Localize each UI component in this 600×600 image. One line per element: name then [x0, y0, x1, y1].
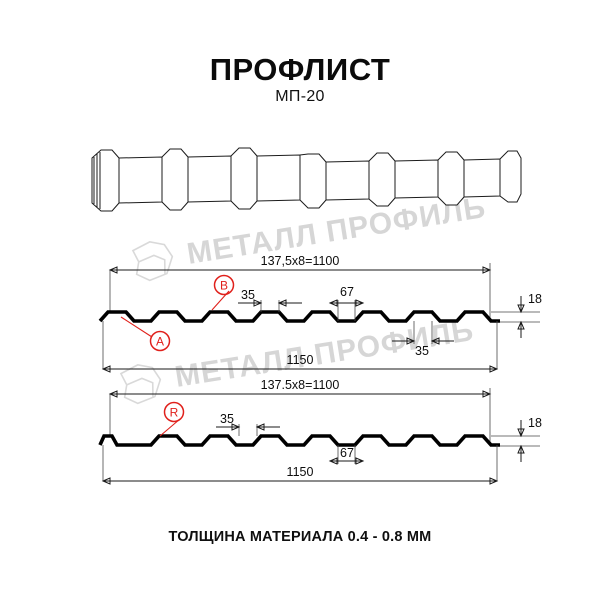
- marker-r-label: R: [170, 406, 179, 420]
- dim-ext: [260, 300, 280, 312]
- dim-rib-bottom-text: 35: [415, 344, 429, 358]
- marker-b-label: B: [220, 279, 228, 293]
- page-title: ПРОФЛИСТ: [209, 52, 391, 87]
- dim-flat-top-text: 67: [340, 285, 354, 299]
- cross-section-top: 137,5x8=1100 18 35: [98, 254, 542, 373]
- dim-arrow: [517, 428, 525, 438]
- persp-flat: [325, 160, 370, 201]
- dim2-flat: 67: [328, 445, 365, 465]
- dim-arrow: [101, 477, 111, 485]
- dim-top-overall-text: 137,5x8=1100: [261, 254, 340, 268]
- marker-a[interactable]: A: [120, 316, 171, 352]
- persp-flat: [118, 156, 163, 204]
- dim-ext: [238, 424, 258, 436]
- dim-rib-top: 35: [238, 288, 302, 312]
- persp-rib: [230, 147, 258, 210]
- dim-height-top: 18: [491, 292, 542, 338]
- marker-r[interactable]: R: [159, 401, 185, 437]
- material-thickness-note: ТОЛЩИНА МАТЕРИАЛА 0.4 - 0.8 ММ: [168, 529, 432, 545]
- dim-arrow: [517, 304, 525, 314]
- persp-edge-lines: [93, 152, 101, 209]
- persp-flat: [394, 159, 439, 199]
- watermark-logo-icon-2: [119, 364, 162, 405]
- dim-bottom-overall: 1150: [101, 321, 499, 373]
- dim-top-overall: 137,5x8=1100: [108, 254, 492, 320]
- dim-arrow: [517, 444, 525, 454]
- dim-ext: [102, 445, 498, 481]
- dim-arrow: [489, 365, 499, 373]
- dim2-height: 18: [491, 416, 542, 462]
- dim-arrow: [482, 266, 492, 274]
- marker-b-circle: [213, 274, 235, 296]
- persp-flat: [256, 154, 301, 202]
- persp-rib: [91, 149, 120, 212]
- marker-a-label: A: [156, 335, 164, 349]
- page-subtitle: МП-20: [275, 88, 325, 105]
- marker-a-leader: [120, 316, 153, 338]
- dim2-top-overall-text: 137.5x8=1100: [261, 378, 340, 392]
- dim-ext: [109, 263, 491, 320]
- dim-ext: [109, 388, 491, 442]
- marker-b[interactable]: B: [211, 274, 235, 311]
- dim-height-top-text: 18: [528, 292, 542, 306]
- dim-ext: [413, 321, 433, 344]
- dim2-bottom-overall-text: 1150: [287, 465, 314, 479]
- dim-arrow: [108, 390, 118, 398]
- dim-arrow: [101, 365, 111, 373]
- profile-path-top: [98, 310, 500, 323]
- persp-rib: [499, 150, 522, 203]
- perspective-view: [91, 147, 522, 212]
- dim-ext: [491, 435, 540, 447]
- dim-ext: [102, 321, 498, 369]
- dim-arrow: [406, 337, 416, 345]
- dim-arrow: [517, 320, 525, 330]
- cross-section-bottom: 137.5x8=1100 18 35: [98, 378, 542, 485]
- persp-rib: [299, 153, 327, 209]
- dim-flat-top: 67: [328, 285, 365, 321]
- dim2-top-overall: 137.5x8=1100: [108, 378, 492, 442]
- persp-rib: [368, 152, 396, 207]
- dim-arrow: [430, 337, 440, 345]
- dim2-rib-top-text: 35: [220, 412, 234, 426]
- dim-arrow: [231, 423, 241, 431]
- dim-arrow: [482, 390, 492, 398]
- dim-arrow: [489, 477, 499, 485]
- dim-arrow: [108, 266, 118, 274]
- profile-path-bottom: [98, 434, 500, 447]
- dim-ext: [491, 311, 540, 323]
- dim-rib-bottom: 35: [392, 321, 454, 358]
- persp-rib: [437, 151, 465, 206]
- marker-a-circle: [149, 330, 171, 352]
- persp-rib: [161, 148, 189, 211]
- dim-bottom-overall-text: 1150: [287, 353, 314, 367]
- persp-flat: [463, 158, 501, 198]
- dim2-bottom-overall: 1150: [101, 445, 499, 485]
- dim-arrow: [328, 299, 338, 307]
- marker-r-circle: [163, 401, 185, 423]
- dim-rib-top-text: 35: [241, 288, 255, 302]
- dim-arrow: [277, 299, 287, 307]
- dim2-height-text: 18: [528, 416, 542, 430]
- dim-arrow: [355, 299, 365, 307]
- dim-arrow: [255, 423, 265, 431]
- dim2-rib-top: 35: [216, 412, 280, 436]
- dim-arrow: [253, 299, 263, 307]
- persp-flat: [187, 155, 232, 203]
- dim-arrow: [328, 457, 338, 465]
- dim-arrow: [355, 457, 365, 465]
- dim2-flat-text: 67: [340, 446, 354, 460]
- watermark-logo-icon: [131, 241, 174, 282]
